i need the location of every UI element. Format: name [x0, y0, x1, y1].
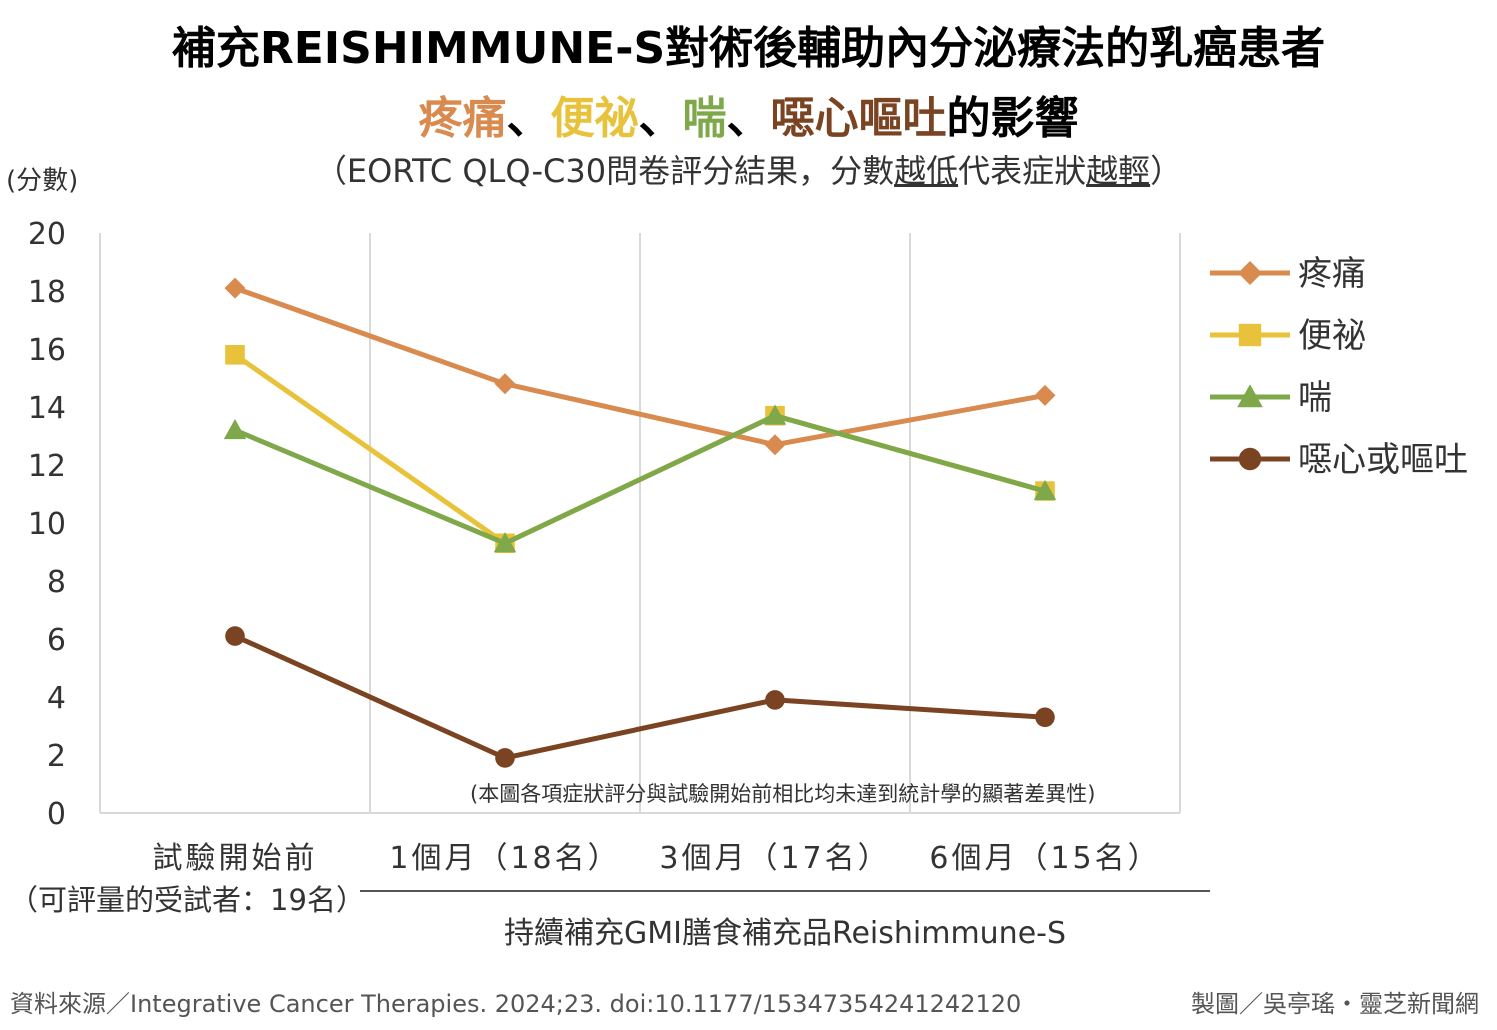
series-triangle — [223, 404, 1057, 553]
series-group — [223, 277, 1057, 768]
legend-item: 疼痛 — [1210, 254, 1366, 294]
data-point — [763, 404, 787, 425]
x-tick-label: 6個月（15名） — [929, 841, 1160, 876]
data-point — [495, 748, 515, 768]
title-dyspnea: 喘 — [682, 93, 727, 144]
title-constipation: 便祕 — [550, 93, 639, 144]
y-axis-ticks: 0 2 4 6 8 10 12 14 16 18 20 — [28, 217, 66, 832]
y-tick-label: 2 — [47, 739, 66, 774]
series-diamond — [224, 277, 1056, 456]
subtitle-pre: （EORTC QLQ-C30問卷評分結果，分數 — [314, 152, 895, 190]
y-tick-label: 10 — [28, 507, 66, 542]
chart-subtitle: （EORTC QLQ-C30問卷評分結果，分數越低代表症狀越輕） — [0, 146, 1497, 192]
y-tick-label: 20 — [28, 217, 66, 252]
legend-label: 便祕 — [1298, 316, 1366, 356]
data-point — [1035, 707, 1055, 728]
data-point — [225, 626, 245, 646]
source-citation: 資料來源／Integrative Cancer Therapies. 2024;… — [10, 990, 1022, 1018]
y-tick-label: 4 — [47, 681, 66, 716]
y-tick-label: 14 — [28, 391, 66, 426]
data-point — [1034, 384, 1056, 406]
x-tick-label: 3個月（17名） — [659, 841, 890, 876]
title-pain: 疼痛 — [418, 93, 507, 144]
title-sep-2: 、 — [638, 93, 683, 144]
title-sep-1: 、 — [506, 93, 551, 144]
legend-item: 噁心或嘔吐 — [1210, 440, 1468, 480]
data-point — [1033, 479, 1057, 501]
legend-item: 喘 — [1210, 378, 1332, 418]
y-tick-label: 18 — [28, 275, 66, 310]
series-line — [234, 413, 1046, 546]
series-line — [233, 633, 1046, 761]
legend-item: 便祕 — [1210, 316, 1366, 356]
data-point — [764, 434, 786, 456]
y-axis-unit: (分數) — [6, 166, 79, 196]
significance-note: (本圖各項症狀評分與試驗開始前相比均未達到統計學的顯著差異性) — [470, 782, 1096, 806]
data-point — [1237, 384, 1263, 408]
group-bracket-line — [360, 890, 1210, 892]
y-tick-label: 6 — [47, 623, 66, 658]
title-suffix: 的影響 — [946, 93, 1079, 144]
x-tick-label: 試驗開始前 — [153, 841, 318, 876]
data-point — [1238, 261, 1262, 285]
subtitle-underline-1: 越低 — [894, 152, 959, 190]
subtitle-underline-2: 越輕 — [1086, 152, 1151, 190]
data-point — [225, 345, 245, 365]
data-point — [765, 690, 785, 710]
series-line — [234, 285, 1046, 448]
legend-label: 喘 — [1298, 378, 1332, 418]
y-tick-label: 0 — [47, 797, 66, 832]
grid — [99, 233, 1181, 814]
x-axis-labels: 試驗開始前 （可評量的受試者：19名） 1個月（18名） 3個月（17名） 6個月（15… — [9, 841, 1160, 917]
subtitle-mid: 代表症狀 — [958, 152, 1087, 190]
data-point — [1238, 447, 1262, 471]
subtitle-post: ） — [1150, 152, 1183, 190]
series-circle — [225, 626, 1055, 768]
group-label: 持續補充GMI膳食補充品Reishimmune-S — [503, 916, 1067, 951]
data-point — [1238, 323, 1262, 347]
chart-credit: 製圖／吳亭瑤・靈芝新聞網 — [1191, 990, 1479, 1018]
y-tick-label: 16 — [28, 333, 66, 368]
title-sep-3: 、 — [726, 93, 771, 144]
data-point — [494, 373, 516, 395]
data-point — [223, 419, 247, 440]
x-tick-label: 1個月（18名） — [389, 841, 620, 876]
chart-title: 補充REISHIMMUNE-S對術後輔助內分泌療法的乳癌患者 — [171, 23, 1326, 74]
data-point — [493, 532, 517, 553]
title-nausea: 噁心嘔吐 — [770, 93, 947, 144]
y-tick-label: 8 — [47, 565, 66, 600]
chart-title-line2: 疼痛、便祕、喘、噁心嘔吐的影響 — [0, 82, 1497, 146]
legend-label: 噁心或嘔吐 — [1298, 440, 1468, 480]
legend-label: 疼痛 — [1298, 254, 1366, 294]
x-tick-sublabel: （可評量的受試者：19名） — [9, 883, 365, 917]
y-tick-label: 12 — [28, 449, 66, 484]
data-point — [224, 277, 246, 299]
